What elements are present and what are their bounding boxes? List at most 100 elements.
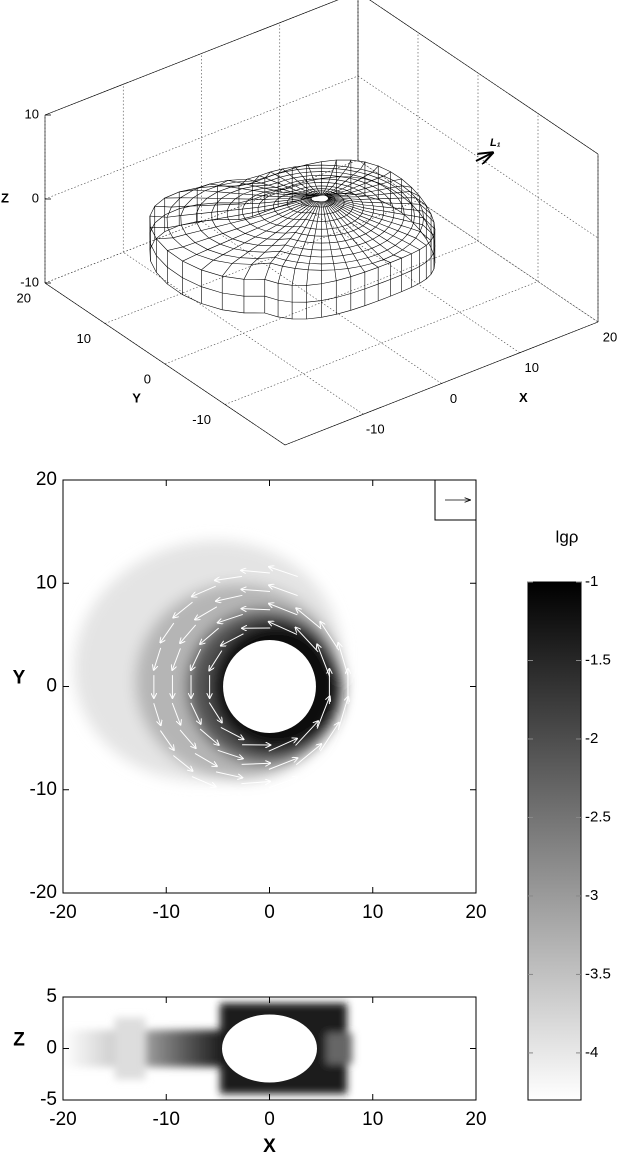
x-tick-label: -20	[49, 1109, 76, 1130]
velocity-arrows	[154, 567, 348, 807]
arrow	[209, 650, 223, 671]
wire-radial	[327, 196, 427, 239]
annotation: L₁	[490, 137, 501, 149]
z-tick-label: 0	[32, 190, 39, 205]
wire-radial	[167, 200, 313, 285]
x-tick-label: 0	[450, 391, 457, 406]
wire-ring	[226, 178, 385, 244]
y-axis-label: Y	[132, 390, 141, 405]
wire-radial	[196, 183, 315, 222]
arrow	[241, 800, 270, 803]
x-tick-label: -20	[49, 902, 76, 923]
wire-radial	[327, 199, 420, 284]
wire-radial	[328, 198, 435, 269]
arrow	[316, 696, 330, 729]
arrow	[208, 702, 222, 723]
x-tick-label: -10	[153, 1109, 180, 1130]
colorbar-tick-label: -2	[585, 730, 598, 747]
arrow	[171, 702, 180, 725]
wire-radial	[322, 159, 337, 195]
wire-radial	[328, 198, 436, 263]
wire-radial	[291, 166, 320, 203]
plot-area	[74, 540, 368, 807]
arrow	[154, 647, 162, 670]
y-tick-label: -10	[192, 412, 211, 427]
arrow	[216, 594, 243, 601]
x-tick-label: 0	[264, 902, 275, 923]
colorbar-tick-label: -1	[585, 573, 598, 590]
z-tick-label: 10	[25, 106, 39, 121]
y-tick-label: 0	[46, 676, 57, 697]
wire-radial	[264, 201, 319, 314]
z-tick-label: -10	[20, 274, 39, 289]
y-axis-label: Z	[13, 1030, 25, 1051]
wire-radial	[327, 198, 432, 275]
colorbar-tick-label: -3	[585, 887, 598, 904]
arrow	[200, 627, 220, 644]
arrow	[191, 648, 202, 670]
wire-radial	[323, 161, 366, 196]
wire-radial	[327, 199, 427, 279]
arrow	[160, 622, 175, 642]
x-tick-label: -20	[288, 452, 307, 467]
arrow	[268, 739, 297, 752]
y-tick-label: 10	[36, 572, 57, 593]
colorbar-tick-label: -3.5	[585, 965, 611, 982]
wire-radial	[150, 198, 312, 261]
y-tick-label: -20	[30, 882, 57, 903]
colorbar-tick-label: -1.5	[585, 651, 611, 668]
grid-line	[104, 200, 419, 324]
wire-radial	[326, 178, 403, 213]
arrow	[190, 702, 201, 724]
arrow	[296, 608, 322, 630]
box-edge	[44, 0, 339, 116]
wire-radial	[221, 201, 316, 310]
hole	[223, 640, 316, 733]
y-tick-label: 10	[77, 331, 91, 346]
arrow	[268, 758, 297, 770]
wire-radial	[324, 201, 379, 301]
arrow	[268, 777, 298, 789]
wire-radial	[243, 201, 318, 313]
wire-radial	[326, 185, 412, 221]
y-tick-label: 5	[46, 986, 57, 1007]
hole	[222, 1014, 317, 1083]
arrow	[214, 792, 242, 797]
density-tail	[114, 1017, 146, 1080]
wire-radial	[326, 200, 402, 292]
arrow	[218, 613, 243, 622]
colorbar-label: lgρ	[556, 527, 579, 546]
z-axis-label: Z	[1, 190, 9, 205]
grid-line	[369, 0, 599, 155]
arrow	[269, 604, 298, 616]
arrow	[320, 622, 340, 651]
wire-radial	[326, 200, 412, 288]
wire-radial	[322, 201, 337, 315]
wire-radial	[164, 196, 313, 232]
wire-radial	[327, 191, 421, 230]
y-tick-label: -5	[40, 1089, 57, 1110]
y-tick-label: 0	[46, 1038, 57, 1059]
arrow	[269, 585, 298, 597]
wire-radial	[291, 201, 321, 319]
wireframe	[149, 159, 436, 320]
y-tick-label: 20	[17, 290, 31, 305]
x-tick-label: -10	[153, 902, 180, 923]
arrow	[173, 755, 192, 770]
wire-radial	[252, 175, 318, 217]
wire-radial	[328, 197, 435, 256]
wire-radial	[201, 200, 315, 304]
wire-radial	[156, 199, 312, 273]
plot-area	[63, 1003, 353, 1094]
y-tick-label: 0	[144, 371, 151, 386]
x-tick-label: 20	[603, 329, 617, 344]
y-tick-label: -20	[252, 452, 271, 467]
grid-line	[357, 159, 599, 323]
density	[63, 1003, 353, 1094]
arrow	[217, 749, 243, 758]
arrow	[241, 589, 271, 591]
arrow	[159, 730, 173, 750]
panel-xz: -20 -10 0 10 20 -5 0 5 Z X	[13, 986, 486, 1157]
x-tick-label: 20	[465, 902, 486, 923]
colorbar-tick-label: -4	[585, 1044, 598, 1061]
